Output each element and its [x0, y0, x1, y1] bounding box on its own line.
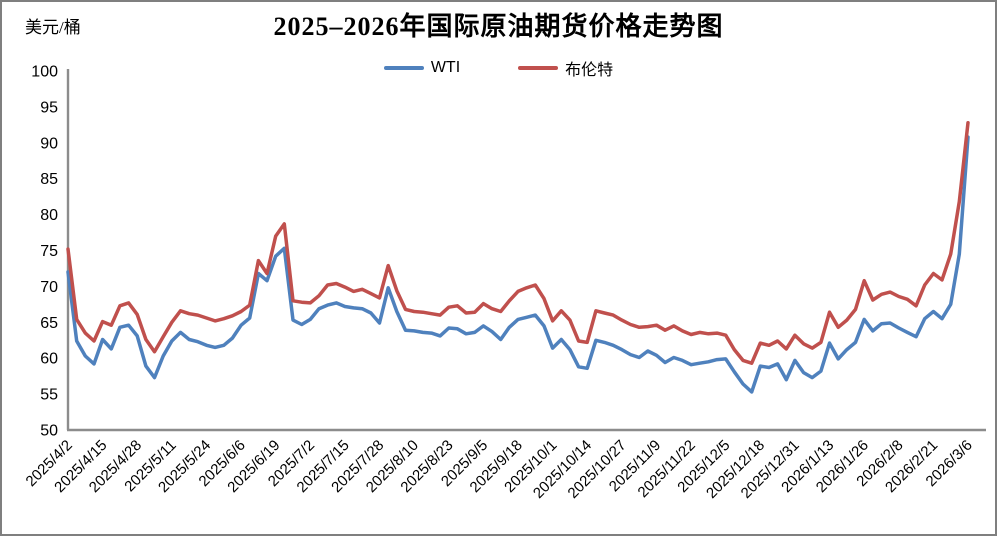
chart-title: 2025–2026年国际原油期货价格走势图	[273, 12, 724, 41]
legend-item-brent: 布伦特	[518, 56, 613, 80]
y-tick-label: 60	[40, 351, 58, 368]
y-tick-label: 65	[40, 315, 58, 332]
wti-line-swatch-icon	[383, 65, 424, 71]
legend: WTI 布伦特	[0, 56, 997, 80]
y-tick-label: 95	[40, 99, 58, 116]
wti-line	[66, 135, 970, 394]
legend-item-wti: WTI	[383, 56, 461, 80]
y-tick-label: 80	[40, 207, 58, 224]
y-tick-label: 90	[40, 135, 58, 152]
legend-label-brent: 布伦特	[565, 62, 614, 79]
brent-line-swatch-icon	[518, 65, 559, 71]
y-tick-label: 70	[40, 279, 58, 296]
y-tick-label: 55	[40, 387, 58, 404]
y-axis-unit-label: 美元/桶	[25, 18, 81, 37]
y-tick-label: 100	[31, 64, 58, 81]
y-tick-label: 85	[40, 171, 58, 188]
legend-label-wti: WTI	[430, 59, 461, 76]
brent-line	[66, 120, 970, 365]
y-tick-label: 75	[40, 243, 58, 260]
y-tick-label: 50	[40, 423, 58, 440]
